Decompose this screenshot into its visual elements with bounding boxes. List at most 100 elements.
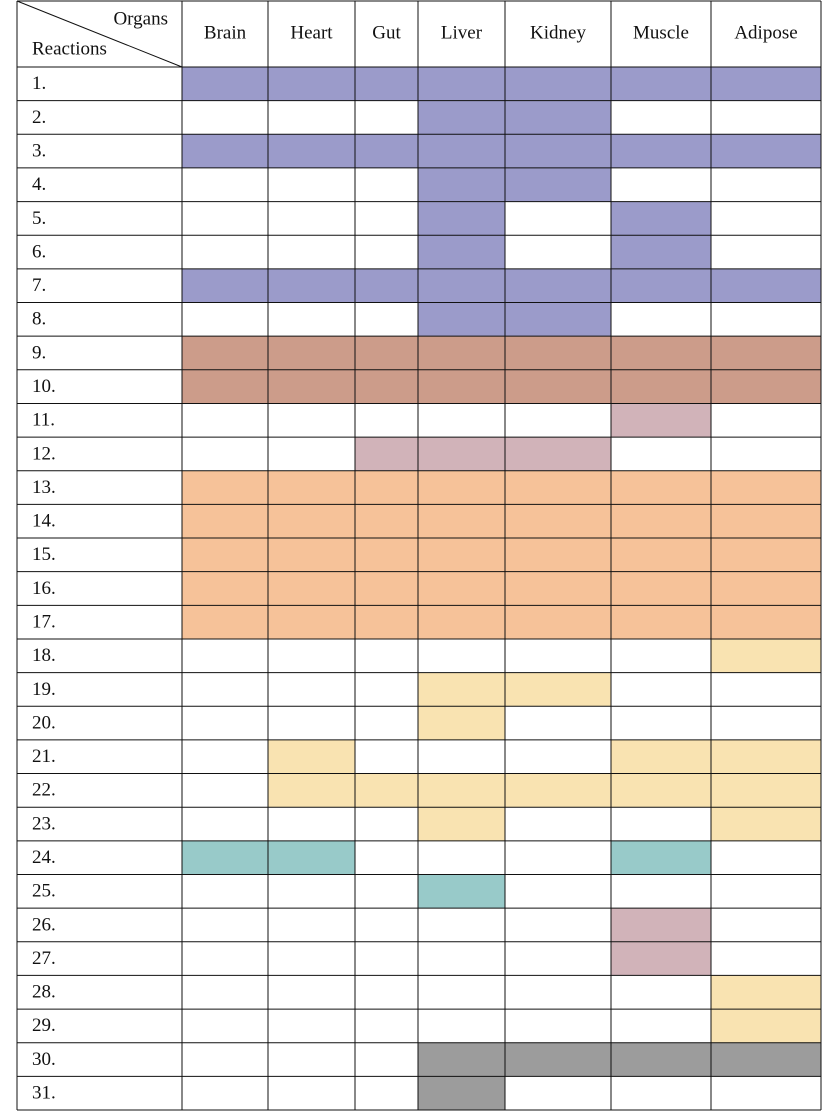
cell	[355, 268, 418, 303]
cell	[711, 470, 821, 505]
cell	[355, 538, 418, 572]
cell	[611, 67, 711, 101]
cell	[711, 807, 821, 841]
row-label: 5.	[32, 208, 46, 229]
row-label: 31.	[32, 1083, 56, 1104]
cell	[268, 336, 355, 370]
cell	[611, 605, 711, 639]
cell	[418, 67, 505, 101]
cell	[418, 100, 505, 135]
cell	[711, 538, 821, 572]
cell	[711, 1042, 821, 1077]
row-label: 18.	[32, 645, 56, 666]
row-label: 29.	[32, 1015, 56, 1036]
cell	[611, 941, 711, 976]
cell	[611, 538, 711, 572]
cell	[355, 437, 418, 471]
cell	[355, 67, 418, 101]
cell	[711, 336, 821, 370]
row-label: 16.	[32, 578, 56, 599]
cell	[268, 773, 355, 808]
cell	[355, 470, 418, 505]
row-label: 10.	[32, 376, 56, 397]
row-label: 28.	[32, 982, 56, 1003]
cell	[711, 773, 821, 808]
cell	[611, 403, 711, 438]
cell	[505, 504, 611, 539]
column-header: Muscle	[633, 22, 689, 43]
cell	[611, 571, 711, 606]
cell	[418, 1076, 505, 1110]
cell	[505, 167, 611, 202]
cell	[711, 369, 821, 404]
cell	[711, 504, 821, 539]
cell	[418, 336, 505, 370]
cell	[611, 773, 711, 808]
cell	[711, 134, 821, 168]
cell	[505, 437, 611, 471]
cell	[711, 268, 821, 303]
cell	[611, 336, 711, 370]
cell	[182, 470, 268, 505]
cell	[182, 840, 268, 875]
row-label: 19.	[32, 679, 56, 700]
cell	[418, 470, 505, 505]
corner-bottom: Reactions	[32, 38, 107, 59]
cell	[611, 840, 711, 875]
cell	[505, 605, 611, 639]
cell	[268, 470, 355, 505]
cell	[505, 100, 611, 135]
cell	[611, 1042, 711, 1077]
column-header: Adipose	[734, 22, 797, 43]
row-label: 11.	[32, 410, 55, 431]
column-header: Liver	[441, 22, 483, 43]
row-label: 3.	[32, 140, 46, 161]
column-header: Gut	[372, 22, 401, 43]
cell	[182, 369, 268, 404]
cell	[182, 134, 268, 168]
row-label: 6.	[32, 241, 46, 262]
cell	[418, 672, 505, 707]
cell	[505, 268, 611, 303]
row-label: 17.	[32, 612, 56, 633]
row-label: 14.	[32, 511, 56, 532]
cell	[418, 807, 505, 841]
cell	[505, 773, 611, 808]
corner-diagonal	[16, 0, 183, 68]
cell	[418, 437, 505, 471]
cell	[418, 201, 505, 236]
cell-fills	[182, 67, 821, 1110]
cell	[611, 504, 711, 539]
cell	[711, 739, 821, 774]
cell	[418, 571, 505, 606]
cell	[182, 538, 268, 572]
grid	[16, 0, 822, 1111]
cell	[611, 268, 711, 303]
row-label: 22.	[32, 780, 56, 801]
row-label: 25.	[32, 881, 56, 902]
cell	[711, 638, 821, 673]
row-label: 13.	[32, 477, 56, 498]
cell	[268, 369, 355, 404]
cell	[268, 67, 355, 101]
cell	[182, 268, 268, 303]
cell	[611, 470, 711, 505]
row-label: 1.	[32, 73, 46, 94]
cell	[268, 504, 355, 539]
row-label: 23.	[32, 813, 56, 834]
row-label: 20.	[32, 712, 56, 733]
cell	[418, 235, 505, 269]
cell	[611, 369, 711, 404]
cell	[611, 134, 711, 168]
row-label: 7.	[32, 275, 46, 296]
cell	[711, 605, 821, 639]
row-label: 4.	[32, 174, 46, 195]
cell	[355, 134, 418, 168]
cell	[182, 605, 268, 639]
cell	[505, 1042, 611, 1077]
row-label: 26.	[32, 914, 56, 935]
row-label: 9.	[32, 342, 46, 363]
cell	[711, 1009, 821, 1043]
cell	[505, 571, 611, 606]
cell	[611, 201, 711, 236]
